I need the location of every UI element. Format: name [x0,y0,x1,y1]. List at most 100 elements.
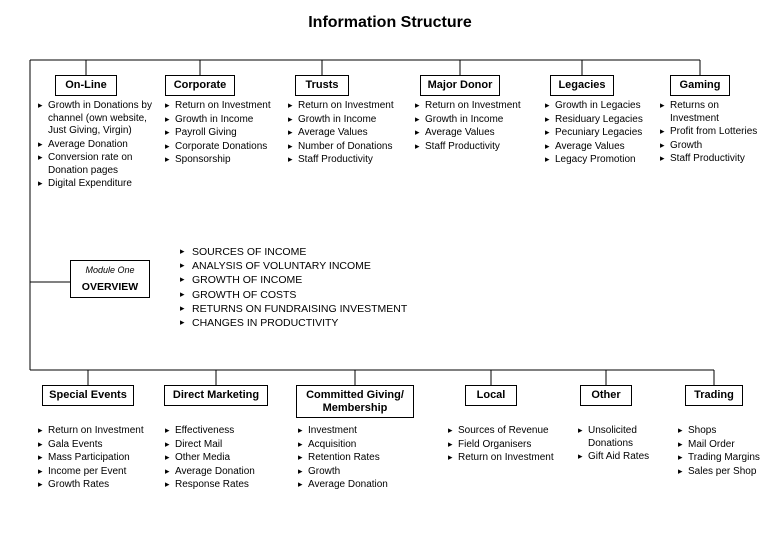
bullet-arrow-icon: ▸ [288,114,298,126]
bullet-arrow-icon: ▸ [678,439,688,451]
bullet-arrow-icon: ▸ [678,425,688,437]
overview-list-item: RETURNS ON FUNDRAISING INVESTMENT [192,302,407,316]
top-list-gaming: ▸Returns on Investment▸Profit from Lotte… [660,100,770,167]
list-item: Field Organisers [458,439,573,452]
bullet-arrow-icon: ▸ [165,100,175,112]
list-item: Staff Productivity [298,154,413,167]
list-item: Pecuniary Legacies [555,127,660,140]
bullet-arrow-icon: ▸ [165,439,175,451]
bullet-arrow-icon: ▸ [38,479,48,491]
bullet-arrow-icon: ▸ [545,100,555,112]
top-list-online: ▸Growth in Donations by channel (own web… [38,100,166,192]
list-item: Corporate Donations [175,141,285,154]
bullet-arrow-icon: ▸ [545,141,555,153]
top-list-legacies: ▸Growth in Legacies▸Residuary Legacies▸P… [545,100,660,168]
top-list-corporate: ▸Return on Investment▸Growth in Income▸P… [165,100,285,168]
list-item: Average Donation [175,466,285,479]
list-item: Growth in Income [298,114,413,127]
bullet-arrow-icon: ▸ [165,425,175,437]
list-item: Average Values [425,127,540,140]
bottom-box-committed: Committed Giving/Membership [296,385,414,418]
bullet-arrow-icon: ▸ [660,140,670,152]
list-item: Investment [308,425,418,438]
top-box-online: On-Line [55,75,117,96]
bullet-arrow-icon: ▸ [448,439,458,451]
list-item: Response Rates [175,479,285,492]
list-item: Sponsorship [175,154,285,167]
list-item: Effectiveness [175,425,285,438]
list-item: Payroll Giving [175,127,285,140]
list-item: Trading Margins [688,452,773,465]
bottom-list-other: ▸Unsolicited Donations▸Gift Aid Rates [578,425,678,465]
overview-box: Module OneOVERVIEW [70,260,150,298]
bullet-arrow-icon: ▸ [38,466,48,478]
page-title: Information Structure [0,0,780,38]
bullet-arrow-icon: ▸ [38,139,48,151]
bullet-arrow-icon: ▸ [180,245,192,259]
list-item: Sales per Shop [688,466,773,479]
list-item: Other Media [175,452,285,465]
bottom-list-trading: ▸Shops▸Mail Order▸Trading Margins▸Sales … [678,425,773,479]
bullet-arrow-icon: ▸ [298,439,308,451]
bullet-arrow-icon: ▸ [38,452,48,464]
bullet-arrow-icon: ▸ [678,452,688,464]
bullet-arrow-icon: ▸ [38,439,48,451]
bullet-arrow-icon: ▸ [660,100,670,112]
list-item: Direct Mail [175,439,285,452]
bullet-arrow-icon: ▸ [545,154,555,166]
list-item: Return on Investment [458,452,573,465]
top-list-trusts: ▸Return on Investment▸Growth in Income▸A… [288,100,413,168]
list-item: Acquisition [308,439,418,452]
overview-label: OVERVIEW [77,281,143,293]
bottom-box-local: Local [465,385,517,406]
bullet-arrow-icon: ▸ [415,100,425,112]
top-box-corporate: Corporate [165,75,235,96]
list-item: Return on Investment [48,425,158,438]
list-item: Growth in Income [425,114,540,127]
bottom-list-local: ▸Sources of Revenue▸Field Organisers▸Ret… [448,425,573,466]
bullet-arrow-icon: ▸ [578,425,588,437]
bullet-arrow-icon: ▸ [165,141,175,153]
bullet-arrow-icon: ▸ [165,127,175,139]
top-box-gaming: Gaming [670,75,730,96]
bullet-arrow-icon: ▸ [298,452,308,464]
bullet-arrow-icon: ▸ [578,451,588,463]
bullet-arrow-icon: ▸ [298,466,308,478]
list-item: Growth in Income [175,114,285,127]
list-item: Income per Event [48,466,158,479]
bullet-arrow-icon: ▸ [180,316,192,330]
list-item: Digital Expenditure [48,178,166,191]
overview-list-item: CHANGES IN PRODUCTIVITY [192,316,338,330]
list-item: Growth [670,140,770,153]
list-item: Staff Productivity [670,153,770,166]
bullet-arrow-icon: ▸ [288,154,298,166]
bullet-arrow-icon: ▸ [415,114,425,126]
list-item: Average Donation [308,479,418,492]
list-item: Growth in Legacies [555,100,660,113]
bullet-arrow-icon: ▸ [165,154,175,166]
bullet-arrow-icon: ▸ [180,288,192,302]
bullet-arrow-icon: ▸ [660,153,670,165]
list-item: Sources of Revenue [458,425,573,438]
bullet-arrow-icon: ▸ [288,141,298,153]
list-item: Growth in Donations by channel (own webs… [48,100,166,138]
bottom-list-direct: ▸Effectiveness▸Direct Mail▸Other Media▸A… [165,425,285,493]
list-item: Return on Investment [175,100,285,113]
list-item: Growth Rates [48,479,158,492]
bullet-arrow-icon: ▸ [660,126,670,138]
top-list-majordonor: ▸Return on Investment▸Growth in Income▸A… [415,100,540,154]
list-item: Gala Events [48,439,158,452]
list-item: Number of Donations [298,141,413,154]
bullet-arrow-icon: ▸ [38,100,48,112]
bullet-arrow-icon: ▸ [288,127,298,139]
bullet-arrow-icon: ▸ [180,273,192,287]
list-item: Shops [688,425,773,438]
bullet-arrow-icon: ▸ [180,259,192,273]
list-item: Legacy Promotion [555,154,660,167]
top-box-trusts: Trusts [295,75,349,96]
list-item: Mass Participation [48,452,158,465]
bullet-arrow-icon: ▸ [38,178,48,190]
list-item: Unsolicited Donations [588,425,678,450]
list-item: Mail Order [688,439,773,452]
list-item: Returns on Investment [670,100,770,125]
